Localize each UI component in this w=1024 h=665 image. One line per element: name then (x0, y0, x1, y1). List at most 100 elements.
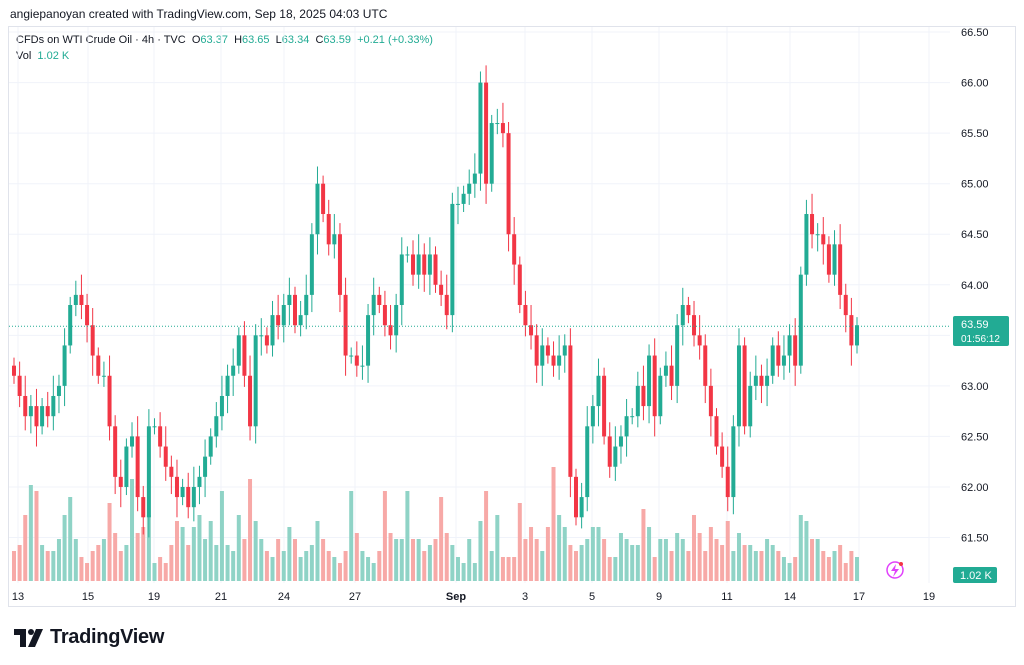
candle (832, 230, 837, 286)
volume-bar (776, 551, 781, 581)
candle (624, 399, 629, 457)
legend-volume-label[interactable]: Vol (16, 50, 32, 62)
candle-body (73, 294, 78, 305)
candle-body (742, 345, 747, 427)
lightning-icon[interactable] (886, 561, 904, 579)
candle-body (770, 345, 775, 376)
candle (287, 277, 292, 326)
candle-body (219, 395, 224, 417)
candle-body (231, 365, 236, 376)
volume-bar (169, 545, 174, 581)
candle (641, 365, 646, 421)
candle (416, 234, 421, 289)
volume-bar (736, 533, 741, 581)
candle-body (12, 365, 16, 376)
volume-bar (652, 557, 657, 581)
volume-bar (613, 557, 618, 581)
candle (849, 297, 854, 366)
candle-body (815, 234, 820, 236)
volume-bar (371, 563, 376, 581)
candle-body (85, 305, 90, 326)
volume-bar (804, 521, 809, 581)
volume-bar (439, 497, 444, 581)
candle (405, 246, 410, 263)
candle (96, 347, 101, 384)
candle-body (326, 214, 331, 245)
candle-body (146, 426, 151, 518)
volume-bar (96, 545, 101, 581)
candle (647, 344, 652, 424)
candle-body (79, 294, 84, 305)
volume-bar (51, 551, 56, 581)
volume-bar (321, 539, 326, 581)
volume-bar (647, 527, 652, 581)
candle (512, 217, 517, 285)
candle-body (45, 406, 50, 417)
candle-body (270, 315, 275, 346)
candle (787, 324, 792, 373)
candle-body (321, 183, 326, 215)
candle-body (461, 193, 466, 204)
price-tick-label: 65.00 (961, 179, 989, 191)
candle-body (467, 183, 472, 194)
time-axis[interactable]: 13 15 19 21 24 27 Sep 3 5 9 11 14 17 19 (12, 591, 935, 603)
candle (231, 348, 236, 396)
volume-bar (484, 491, 489, 581)
candle-body (855, 325, 859, 346)
candle-body (107, 375, 112, 427)
candle-body (826, 244, 831, 275)
candle (675, 314, 680, 404)
bar-countdown: 01:56:12 (961, 334, 1000, 345)
volume-bar (208, 521, 213, 581)
candle-body (315, 183, 320, 235)
volume-bar (411, 539, 416, 581)
candle (248, 355, 253, 441)
candle (540, 328, 545, 386)
candle (411, 240, 416, 286)
candle (455, 186, 460, 225)
volume-bar (579, 545, 584, 581)
candle-body (169, 466, 174, 477)
candle (720, 432, 725, 478)
time-tick-label: 3 (522, 591, 528, 603)
candle-body (753, 375, 758, 386)
candle-body (186, 486, 191, 508)
candle-body (557, 355, 562, 366)
candle (141, 485, 146, 535)
candle (169, 455, 174, 495)
volume-bar (590, 527, 595, 581)
time-tick-label: 17 (853, 591, 865, 603)
legend-close-label: C (315, 34, 324, 46)
candle-body (568, 345, 573, 477)
candle (692, 300, 697, 347)
candle-body (658, 375, 663, 417)
legend-symbol[interactable]: CFDs on WTI Crude Oil · 4h · TVC (16, 34, 186, 46)
volume-bars (12, 467, 859, 581)
candle (461, 185, 466, 212)
candle (433, 246, 438, 293)
candle-body (371, 294, 376, 316)
price-axis[interactable]: 66.5066.0065.5065.0064.5064.0063.5063.00… (961, 27, 989, 544)
volume-bar (68, 497, 73, 581)
candle (663, 351, 668, 387)
candle (484, 65, 489, 204)
candle-body (56, 385, 61, 396)
candle-body (416, 254, 421, 275)
volume-bar (742, 545, 747, 581)
volume-bar (467, 539, 472, 581)
candle (826, 236, 831, 283)
candle (152, 418, 157, 435)
volume-bar (281, 551, 286, 581)
volume-bar (253, 521, 258, 581)
volume-bar (731, 551, 736, 581)
volume-bar (118, 551, 123, 581)
candle (529, 305, 534, 350)
candle-body (607, 436, 612, 467)
candle (34, 388, 39, 447)
candle-body (40, 406, 45, 427)
volume-bar (231, 551, 236, 581)
volume-bar (838, 545, 843, 581)
candle (495, 108, 500, 135)
candle-body (158, 426, 163, 447)
